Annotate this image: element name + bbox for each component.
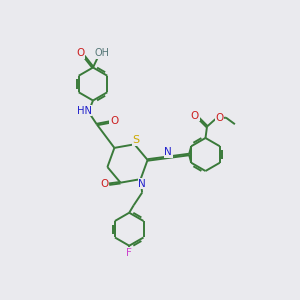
Text: OH: OH: [94, 48, 110, 58]
Text: F: F: [126, 248, 132, 258]
Text: O: O: [76, 48, 84, 58]
Text: S: S: [132, 135, 140, 145]
Text: O: O: [191, 111, 199, 121]
Text: N: N: [164, 147, 172, 158]
Text: O: O: [100, 179, 109, 189]
Text: N: N: [138, 178, 146, 189]
Text: O: O: [110, 116, 118, 127]
Text: HN: HN: [77, 106, 92, 116]
Text: O: O: [215, 112, 224, 123]
